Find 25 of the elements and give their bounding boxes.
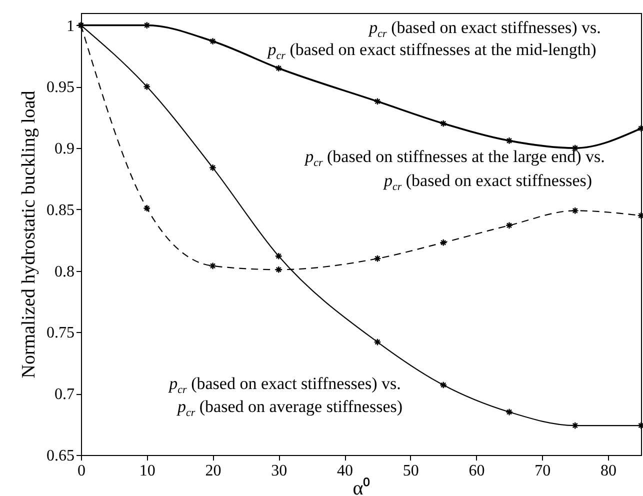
annotation: p$_{cr}$ (based on exact stiffnesses at the mid-length): [268, 40, 596, 62]
x-tick-label: 0: [78, 462, 86, 480]
x-axis-title: α⁰: [352, 476, 370, 496]
y-tick-label: 0.9: [54, 140, 74, 158]
x-tick-label: 70: [534, 462, 551, 480]
y-axis-title: Normalized hydrostatic buckling load: [18, 90, 40, 378]
annotation: p$_{cr}$ (based on stiffnesses at the large end) vs.: [305, 146, 605, 170]
x-tick-label: 60: [468, 462, 485, 480]
x-tick-label: 30: [271, 462, 288, 480]
x-tick-label: 40: [337, 462, 354, 480]
y-tick-label: 0.7: [54, 386, 74, 404]
x-tick-label: 10: [139, 462, 156, 480]
y-tick-label: 0.85: [46, 202, 74, 219]
x-tick-label: 80: [600, 462, 617, 480]
x-tick-label: 20: [205, 462, 222, 480]
annotation: p$_{cr}$ (based on exact stiffnesses): [384, 170, 592, 194]
y-tick-label: 0.95: [46, 79, 74, 96]
annotation: p$_{cr}$ (based on average stiffnesses): [177, 396, 403, 420]
annotation: p$_{cr}$ (based on exact stiffnesses) vs.: [369, 18, 601, 40]
annotation: p$_{cr}$ (based on exact stiffnesses) vs.: [169, 374, 401, 396]
y-tick-label: 1: [66, 18, 74, 35]
y-tick-label: 0.75: [46, 324, 74, 342]
x-tick-label: 50: [402, 462, 419, 480]
y-tick-label: 0.65: [46, 448, 74, 464]
y-tick-label: 0.8: [54, 263, 74, 280]
